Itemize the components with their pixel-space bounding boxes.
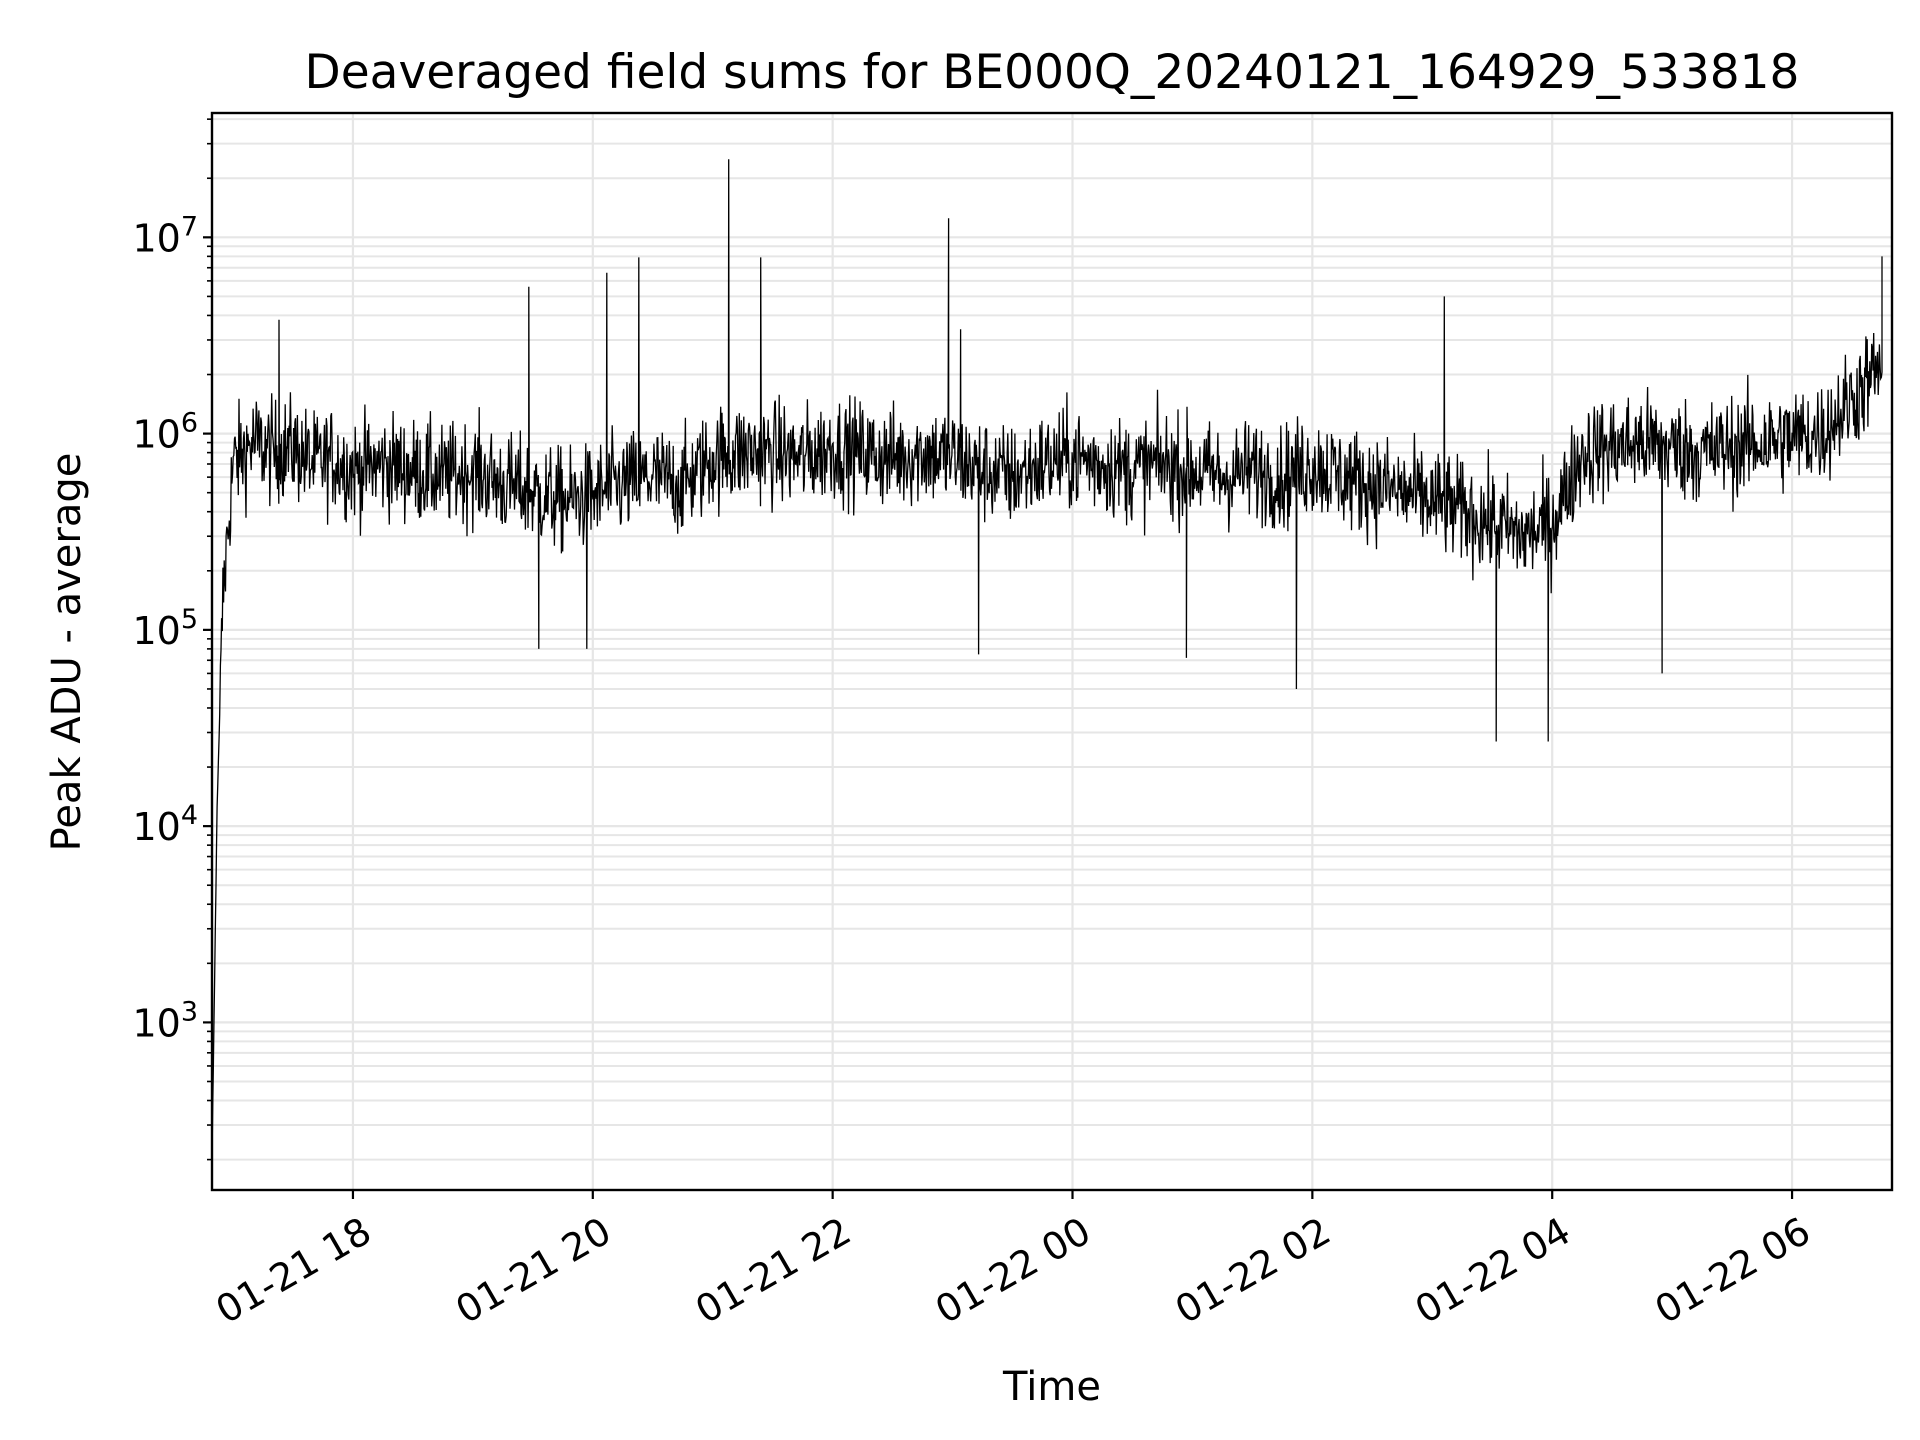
x-axis-label: Time	[1002, 1364, 1101, 1410]
y-tick-label: 107	[132, 211, 198, 260]
series-line	[211, 159, 1883, 1160]
y-tick-label: 103	[132, 996, 198, 1045]
y-tick-label: 106	[132, 408, 198, 457]
y-tick-label: 105	[132, 604, 198, 653]
y-axis: 103 104 105 106 107	[132, 118, 212, 1161]
plot-area	[211, 159, 1883, 1160]
chart-title: Deaveraged field sums for BE000Q_2024012…	[305, 45, 1800, 100]
y-axis-label: Peak ADU - average	[44, 453, 90, 852]
y-tick-label: 104	[132, 800, 198, 849]
grid	[212, 113, 1892, 1190]
axes-frame	[210, 111, 1894, 1192]
